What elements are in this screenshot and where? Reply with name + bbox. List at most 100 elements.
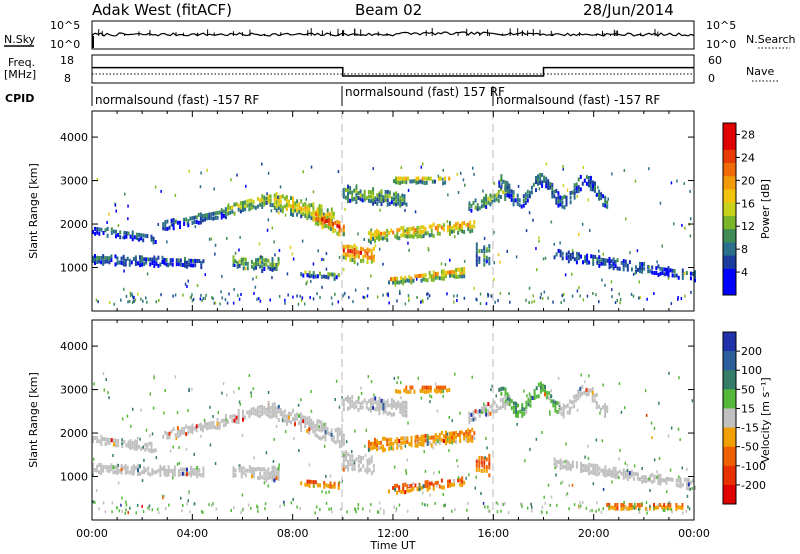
heatmap-cell — [395, 180, 397, 185]
heatmap-cell — [146, 234, 149, 239]
heatmap-cell — [330, 432, 333, 437]
heatmap-cell — [579, 390, 582, 395]
heatmap-cell — [108, 469, 111, 474]
heatmap-cell — [239, 201, 242, 206]
heatmap-cell — [424, 273, 427, 278]
heatmap-cell — [461, 225, 464, 230]
heatmap-noise-cell — [345, 440, 348, 444]
heatmap-cell — [394, 234, 397, 239]
heatmap-noise-cell — [325, 491, 327, 495]
heatmap-noise-cell — [641, 467, 643, 470]
heatmap-ground-cell — [377, 510, 380, 514]
heatmap-cell — [418, 234, 421, 238]
heatmap-cell — [410, 435, 413, 440]
heatmap-noise-cell — [424, 503, 426, 507]
heatmap-cell — [232, 466, 235, 471]
heatmap-noise-cell — [679, 438, 681, 442]
heatmap-cell — [564, 404, 567, 409]
heatmap-ground-cell — [148, 504, 151, 508]
heatmap-cell — [405, 202, 408, 207]
heatmap-noise-cell — [92, 500, 94, 504]
heatmap-cell — [508, 190, 511, 195]
heatmap-cell — [124, 258, 127, 263]
heatmap-noise-cell — [397, 376, 399, 380]
heatmap-cell — [306, 420, 309, 425]
heatmap-ground-cell — [352, 300, 354, 304]
heatmap-cell — [112, 470, 115, 475]
heatmap-cell — [271, 403, 274, 407]
heatmap-noise-cell — [681, 223, 683, 227]
heatmap-noise-cell — [343, 232, 345, 236]
heatmap-noise-cell — [651, 436, 653, 440]
heatmap-cell — [184, 472, 186, 477]
heatmap-cell — [467, 227, 470, 232]
heatmap-cell — [498, 180, 501, 185]
heatmap-cell — [285, 418, 288, 423]
heatmap-cell — [290, 208, 292, 213]
heatmap-cell — [635, 265, 637, 270]
heatmap-noise-cell — [127, 204, 129, 208]
heatmap-cell — [552, 403, 555, 408]
heatmap-cell — [185, 432, 188, 437]
heatmap-cell — [681, 268, 684, 273]
heatmap-cell — [622, 506, 625, 511]
heatmap-ground-cell — [297, 302, 300, 306]
heatmap-cell — [261, 255, 264, 260]
heatmap-cell — [483, 196, 485, 201]
heatmap-cell — [386, 438, 389, 443]
heatmap-cell — [336, 435, 339, 439]
heatmap-cell — [438, 176, 440, 181]
heatmap-cell — [524, 192, 527, 197]
heatmap-cell — [351, 395, 354, 399]
heatmap-ground-cell — [687, 505, 689, 509]
heatmap-cell — [153, 470, 156, 475]
heatmap-cell — [541, 172, 544, 177]
heatmap-noise-cell — [645, 413, 648, 417]
heatmap-cell — [428, 485, 431, 490]
heatmap-ground-cell — [141, 504, 143, 508]
heatmap-ground-cell — [279, 504, 281, 508]
heatmap-noise-cell — [129, 506, 131, 510]
heatmap-noise-cell — [624, 461, 626, 465]
heatmap-cell — [579, 386, 582, 391]
heatmap-cell — [171, 469, 174, 473]
heatmap-cell — [440, 225, 443, 230]
heatmap-cell — [499, 405, 502, 410]
heatmap-cell — [442, 389, 445, 394]
heatmap-noise-cell — [667, 507, 669, 511]
heatmap-cell — [277, 469, 280, 474]
heatmap-cell — [562, 414, 565, 419]
heatmap-ground-cell — [258, 297, 260, 301]
heatmap-cell — [404, 234, 407, 238]
heatmap-cell — [312, 274, 315, 279]
heatmap-noise-cell — [648, 265, 650, 269]
heatmap-noise-cell — [550, 220, 553, 224]
heatmap-noise-cell — [395, 507, 398, 511]
heatmap-cell — [639, 477, 641, 482]
heatmap-cell — [322, 427, 325, 432]
heatmap-noise-cell — [242, 258, 244, 262]
heatmap-ground-cell — [427, 296, 429, 300]
heatmap-cell — [420, 434, 423, 439]
heatmap-noise-cell — [108, 396, 110, 400]
heatmap-cell — [408, 275, 411, 280]
heatmap-cell — [288, 203, 290, 208]
heatmap-cell — [659, 473, 662, 478]
beam-title: Beam 02 — [355, 1, 422, 19]
heatmap-cell — [499, 187, 502, 192]
heatmap-cell — [418, 225, 421, 230]
heatmap-cell — [279, 194, 282, 199]
heatmap-cell — [131, 233, 134, 238]
heatmap-cell — [390, 200, 393, 205]
heatmap-cell — [285, 414, 288, 419]
heatmap-cell — [285, 207, 288, 212]
heatmap-cell — [592, 254, 595, 259]
heatmap-cell — [579, 393, 582, 398]
heatmap-cell — [186, 264, 188, 269]
heatmap-cell — [326, 219, 329, 223]
heatmap-noise-cell — [626, 469, 629, 473]
heatmap-cell — [459, 439, 462, 443]
heatmap-noise-cell — [178, 461, 181, 465]
heatmap-cell — [461, 483, 464, 488]
heatmap-cell — [420, 486, 423, 490]
